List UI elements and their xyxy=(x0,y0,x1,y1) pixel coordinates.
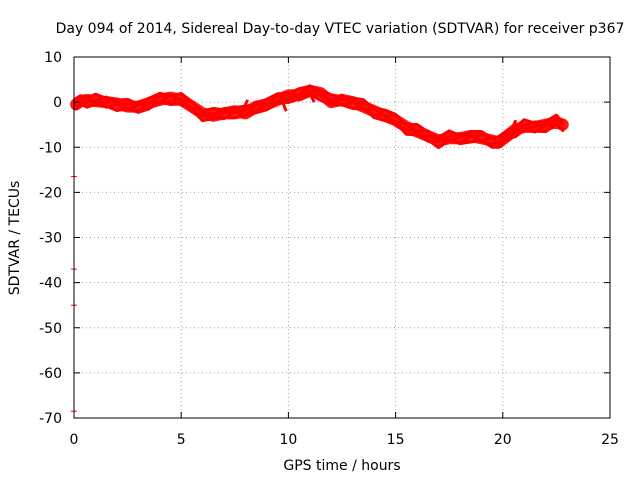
x-tick-label: 10 xyxy=(279,432,297,448)
x-tick-label: 25 xyxy=(601,432,619,448)
series-jump xyxy=(278,94,288,112)
chart-title: Day 094 of 2014, Sidereal Day-to-day VTE… xyxy=(56,21,625,37)
grid-lines xyxy=(74,57,610,418)
series-line xyxy=(70,84,569,149)
y-tick-label: 0 xyxy=(53,95,62,111)
x-tick-label: 20 xyxy=(494,432,512,448)
x-tick-label: 15 xyxy=(387,432,405,448)
series-layer xyxy=(70,84,569,150)
y-tick-label: -50 xyxy=(39,321,62,337)
y-tick-label: -20 xyxy=(39,185,62,201)
series-jump xyxy=(239,99,250,115)
x-tick-label: 5 xyxy=(177,432,186,448)
y-axis-label: SDTVAR / TECUs xyxy=(7,181,23,296)
y-tick-label: -60 xyxy=(39,366,62,382)
series-jump xyxy=(507,119,518,139)
axis-ticks: 0 5 10 15 20 25 10 0 -10 -20 -30 -40 -50 -60 -70 xyxy=(39,50,619,448)
y-tick-label: -30 xyxy=(39,231,62,247)
y-tick-label: -10 xyxy=(39,140,62,156)
x-axis-label: GPS time / hours xyxy=(283,458,400,474)
y-tick-label: 10 xyxy=(44,50,62,66)
y-tick-label: -40 xyxy=(39,276,62,292)
y-tick-label: -70 xyxy=(39,411,62,427)
series-jump xyxy=(306,87,316,103)
x-tick-label: 0 xyxy=(70,432,79,448)
